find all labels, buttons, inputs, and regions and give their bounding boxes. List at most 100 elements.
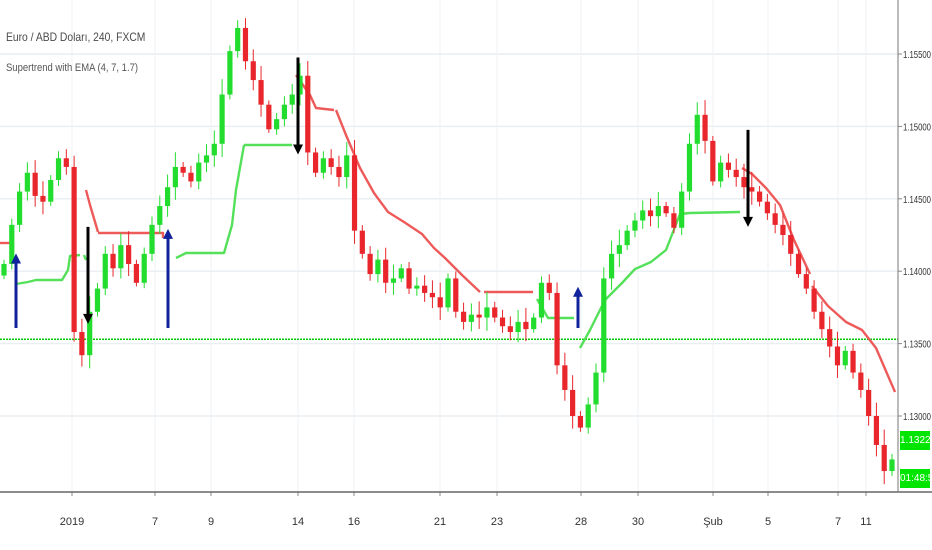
candle-down	[460, 311, 467, 322]
candle-up	[585, 404, 591, 428]
y-tick-label: 1.13000	[903, 412, 931, 423]
candle-down	[577, 416, 584, 428]
supertrend-segment-up	[175, 144, 246, 260]
candle-down	[133, 263, 140, 283]
supertrend-segment-up	[15, 253, 81, 286]
candle-down	[242, 27, 249, 62]
candle-up	[718, 162, 724, 182]
candle-up	[16, 191, 23, 225]
candle-up	[118, 245, 124, 269]
x-tick-label: 11	[860, 516, 871, 528]
candle-up	[655, 206, 661, 217]
candle-down	[780, 224, 786, 235]
x-tick-label: 9	[208, 516, 214, 528]
candle-down	[359, 230, 365, 254]
candle-up	[235, 27, 241, 52]
candle-down	[328, 158, 334, 167]
candle-down	[79, 332, 85, 356]
candle-up	[149, 224, 155, 254]
candle-down	[429, 292, 436, 298]
candle-up	[445, 278, 451, 308]
candle-down	[180, 166, 186, 173]
candle-down	[507, 326, 513, 333]
candle-down	[570, 389, 576, 416]
candle-down	[881, 444, 887, 472]
candle-up	[632, 220, 638, 231]
candle-up	[274, 119, 280, 130]
supertrend-segment-down	[334, 109, 481, 293]
sell-signal-arrowhead	[83, 313, 93, 324]
candle-up	[227, 51, 233, 95]
candle-up	[616, 245, 622, 254]
candle-down	[795, 253, 802, 275]
candle-down	[476, 314, 482, 318]
candle-up	[414, 285, 420, 289]
candle-down	[873, 416, 880, 445]
candle-down	[266, 104, 272, 130]
candle-up	[55, 158, 62, 180]
sell-signal-arrowhead	[743, 216, 753, 227]
y-tick-label: 1.14500	[903, 195, 931, 206]
candle-up	[164, 187, 171, 207]
x-tick-label: 7	[835, 516, 841, 528]
buy-signal-arrowhead	[573, 286, 583, 297]
candle-up	[289, 94, 295, 105]
candle-up	[390, 278, 397, 283]
sell-signal-arrowhead	[293, 144, 303, 155]
candle-up	[203, 155, 210, 163]
candle-up	[297, 75, 303, 95]
candle-down	[554, 292, 560, 366]
candle-up	[624, 230, 630, 246]
candle-up	[593, 372, 599, 405]
candle-down	[71, 166, 77, 333]
candle-down	[188, 172, 194, 182]
candle-down	[523, 321, 529, 330]
candle-up	[889, 459, 895, 472]
candle-up	[141, 253, 147, 283]
y-tick-label: 1.14000	[903, 267, 931, 278]
candle-up	[1, 263, 7, 276]
x-tick-label: 5	[765, 516, 771, 528]
supertrend-segment-down	[84, 189, 100, 233]
candle-up	[686, 143, 693, 192]
candle-down	[756, 191, 763, 202]
candle-up	[320, 158, 326, 173]
candle-up	[375, 259, 381, 275]
candle-down	[811, 288, 817, 312]
supertrend-segment-up	[82, 254, 88, 261]
candle-up	[468, 314, 474, 322]
countdown-tag: 01:48:53	[900, 469, 930, 488]
supertrend-segment-up	[578, 210, 741, 349]
candle-down	[702, 114, 708, 141]
candle-down	[546, 282, 552, 293]
x-tick-label: 2019	[60, 516, 84, 528]
candle-down	[827, 329, 833, 347]
candle-down	[336, 166, 342, 178]
candle-up	[211, 143, 217, 156]
candle-down	[562, 365, 568, 390]
candle-down	[406, 268, 412, 289]
candle-up	[601, 278, 607, 373]
candle-up	[531, 317, 537, 330]
candle-down	[671, 213, 677, 228]
candle-down	[312, 152, 319, 173]
candle-down	[663, 206, 669, 214]
candle-up	[842, 350, 848, 366]
candle-down	[834, 346, 841, 366]
candle-down	[250, 61, 256, 81]
x-tick-label: 23	[491, 516, 503, 528]
candle-down	[772, 213, 778, 225]
candle-down	[422, 285, 428, 293]
candle-up	[196, 162, 202, 182]
candle-down	[803, 274, 809, 289]
supertrend-segment-down	[98, 231, 165, 238]
candle-down	[453, 278, 459, 312]
candle-up	[9, 224, 15, 264]
candle-down	[305, 75, 311, 153]
candle-down	[733, 169, 739, 178]
candle-down	[351, 155, 358, 231]
candle-up	[398, 268, 404, 279]
candle-up	[172, 166, 178, 188]
